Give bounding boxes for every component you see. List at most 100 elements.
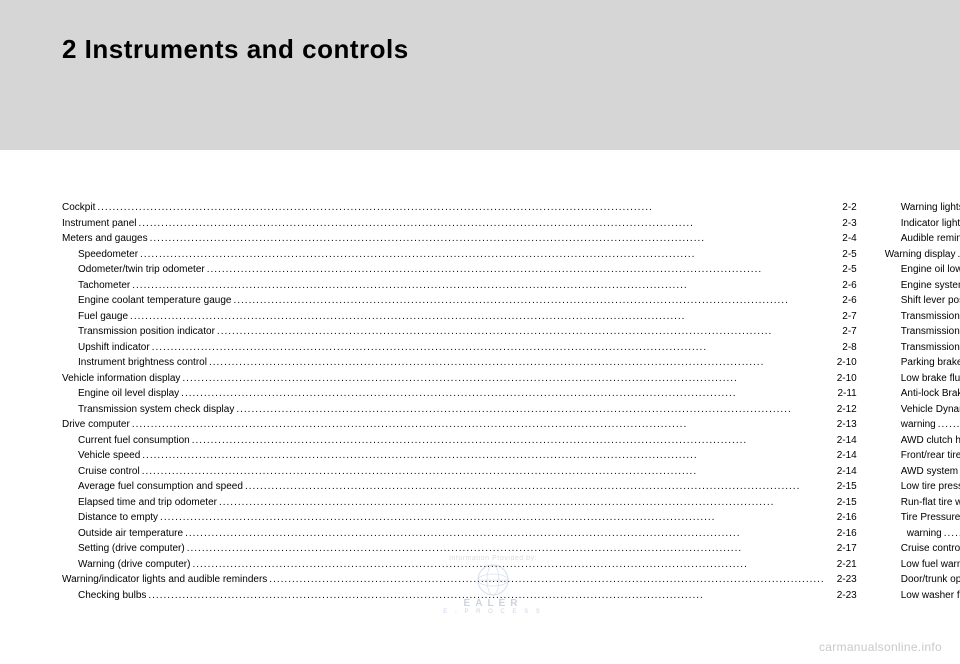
toc-label: Audible reminders <box>901 231 960 247</box>
toc-leader-dots <box>219 495 825 511</box>
toc-page-number: 2-3 <box>827 216 857 232</box>
toc-row: AWD clutch high temperature warning2-35 <box>885 433 960 449</box>
toc-row: Run-flat tire warning2-36 <box>885 495 960 511</box>
toc-leader-dots <box>187 541 825 557</box>
toc-row: Transmission oil high temperature warnin… <box>885 324 960 340</box>
toc-page-number: 2-15 <box>827 479 857 495</box>
toc-row: Tachometer2-6 <box>62 278 857 294</box>
toc-label: Drive computer <box>62 417 130 433</box>
toc-row: Front/rear tire size discrepancy warning… <box>885 448 960 464</box>
header-band: 2 Instruments and controls <box>0 0 960 150</box>
toc-label: Elapsed time and trip odometer <box>78 495 217 511</box>
toc-row: Engine oil level display2-11 <box>62 386 857 402</box>
toc-label: Cruise control <box>78 464 140 480</box>
toc-row: Engine oil low pressure warning2-32 <box>885 262 960 278</box>
toc-label: Transmission oil high temperature warnin… <box>901 324 960 340</box>
toc-leader-dots <box>944 526 960 542</box>
toc-label: Outside air temperature <box>78 526 183 542</box>
toc-row: Warning/indicator lights and audible rem… <box>62 572 857 588</box>
toc-row: Indicator lights2-28 <box>885 216 960 232</box>
toc-label: Run-flat tire warning <box>901 495 960 511</box>
toc-row: Drive computer 2-13 <box>62 417 857 433</box>
toc-row: Meters and gauges 2-4 <box>62 231 857 247</box>
toc-label: Shift lever position warning <box>901 293 960 309</box>
toc-label: Low fuel warning <box>901 557 960 573</box>
toc-row: Distance to empty2-16 <box>62 510 857 526</box>
toc-label: Warning display <box>885 247 956 263</box>
toc-row: warning2-37 <box>885 526 960 542</box>
toc-page-number: 2-4 <box>827 231 857 247</box>
toc-row: Transmission position indicator2-7 <box>62 324 857 340</box>
toc-leader-dots <box>130 309 825 325</box>
toc-row: Instrument brightness control2-10 <box>62 355 857 371</box>
toc-leader-dots <box>182 371 824 387</box>
toc-page-number: 2-16 <box>827 510 857 526</box>
toc-row: Setting (drive computer)2-17 <box>62 541 857 557</box>
toc-label: Transmission position indicator <box>78 324 215 340</box>
toc-page-number: 2-15 <box>827 495 857 511</box>
toc-page-number: 2-10 <box>827 371 857 387</box>
toc-column-right: Warning lights2-23Indicator lights2-28Au… <box>885 200 960 644</box>
toc-page-number: 2-6 <box>827 278 857 294</box>
toc-row: Transmission system check display2-12 <box>62 402 857 418</box>
toc-label: Engine coolant temperature gauge <box>78 293 231 309</box>
toc-page-number: 2-8 <box>827 340 857 356</box>
toc-row: Current fuel consumption2-14 <box>62 433 857 449</box>
toc-label: Average fuel consumption and speed <box>78 479 243 495</box>
toc-label: Vehicle information display <box>62 371 180 387</box>
toc-row: Door/trunk open warning2-38 <box>885 572 960 588</box>
toc-page-number: 2-5 <box>827 262 857 278</box>
toc-leader-dots <box>139 216 825 232</box>
toc-label: Meters and gauges <box>62 231 148 247</box>
toc-row: Low washer fluid warning2-38 <box>885 588 960 604</box>
toc-row: Engine system warning2-32 <box>885 278 960 294</box>
toc-label: Indicator lights <box>901 216 960 232</box>
toc-row: Elapsed time and trip odometer 2-15 <box>62 495 857 511</box>
toc-label: Transmission system warning <box>901 309 960 325</box>
toc-row: Audible reminders2-30 <box>885 231 960 247</box>
toc-leader-dots <box>938 417 960 433</box>
toc-leader-dots <box>185 526 825 542</box>
toc-column-left: Cockpit2-2Instrument panel2-3Meters and … <box>62 200 857 644</box>
table-of-contents: Cockpit2-2Instrument panel2-3Meters and … <box>62 200 898 644</box>
toc-row: Instrument panel 2-3 <box>62 216 857 232</box>
toc-leader-dots <box>148 588 824 604</box>
toc-page-number: 2-13 <box>827 417 857 433</box>
toc-page-number: 2-10 <box>827 355 857 371</box>
toc-row: Transmission clutch high temperature war… <box>885 340 960 356</box>
toc-page-number: 2-23 <box>827 572 857 588</box>
toc-leader-dots <box>140 247 825 263</box>
toc-label: Vehicle Dynamic Control (VDC) system <box>901 402 960 418</box>
toc-leader-dots <box>217 324 825 340</box>
toc-row: warning2-35 <box>885 417 960 433</box>
toc-label: Vehicle speed <box>78 448 140 464</box>
toc-label: Odometer/twin trip odometer <box>78 262 205 278</box>
toc-label: Engine oil low pressure warning <box>901 262 960 278</box>
toc-leader-dots <box>150 231 825 247</box>
toc-label: warning <box>907 526 942 542</box>
toc-label: Low tire pressure warning <box>901 479 960 495</box>
toc-row: Cruise control2-14 <box>62 464 857 480</box>
toc-label: Fuel gauge <box>78 309 128 325</box>
toc-label: Door/trunk open warning <box>901 572 960 588</box>
toc-label: Instrument panel <box>62 216 137 232</box>
toc-page-number: 2-7 <box>827 309 857 325</box>
toc-label: Front/rear tire size discrepancy warning <box>901 448 960 464</box>
toc-label: Cockpit <box>62 200 95 216</box>
toc-page-number: 2-14 <box>827 433 857 449</box>
toc-label: Cruise control system warning <box>901 541 960 557</box>
toc-page-number: 2-14 <box>827 448 857 464</box>
page: 2 Instruments and controls Cockpit2-2Ins… <box>0 0 960 664</box>
toc-row: Vehicle Dynamic Control (VDC) system <box>885 402 960 418</box>
toc-label: Warning lights <box>901 200 960 216</box>
toc-page-number: 2-11 <box>827 386 857 402</box>
toc-label: warning <box>901 417 936 433</box>
toc-page-number: 2-6 <box>827 293 857 309</box>
toc-label: Speedometer <box>78 247 138 263</box>
toc-row: Vehicle information display 2-10 <box>62 371 857 387</box>
toc-page-number: 2-16 <box>827 526 857 542</box>
toc-leader-dots <box>207 262 825 278</box>
toc-label: Checking bulbs <box>78 588 146 604</box>
toc-leader-dots <box>233 293 824 309</box>
toc-row: AWD system warning2-36 <box>885 464 960 480</box>
